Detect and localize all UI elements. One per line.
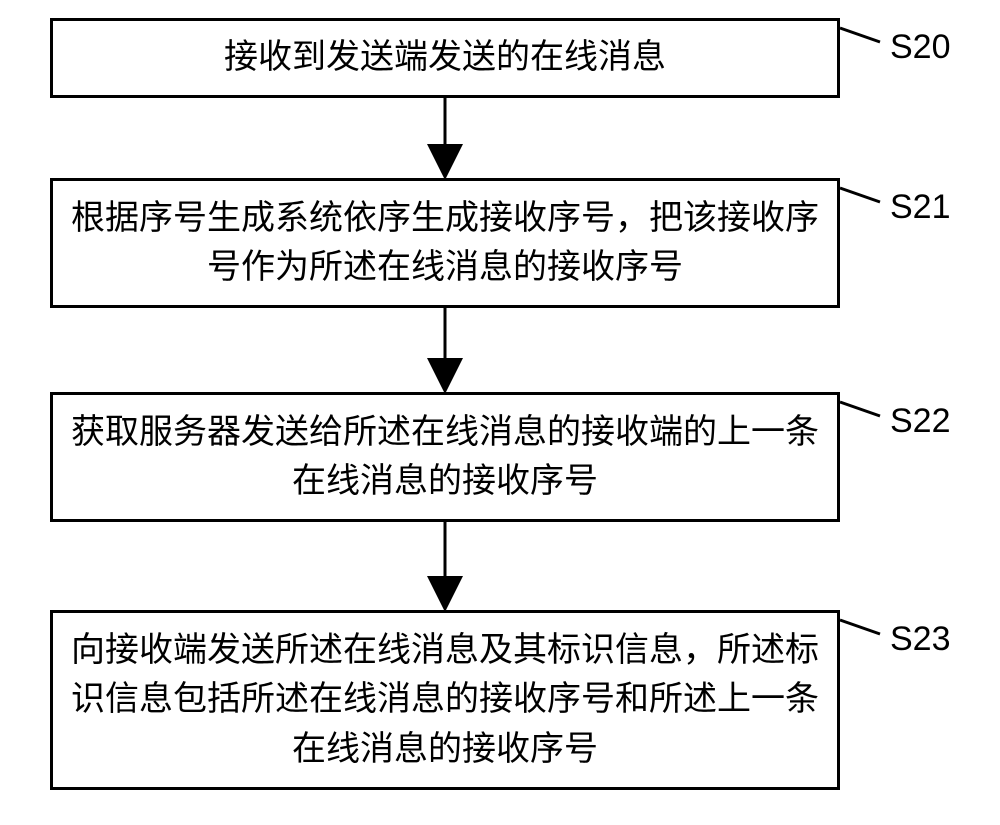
flow-edge-s22-s23 [0, 0, 1000, 825]
flowchart-canvas: 接收到发送端发送的在线消息 S20 根据序号生成系统依序生成接收序号，把该接收序… [0, 0, 1000, 825]
